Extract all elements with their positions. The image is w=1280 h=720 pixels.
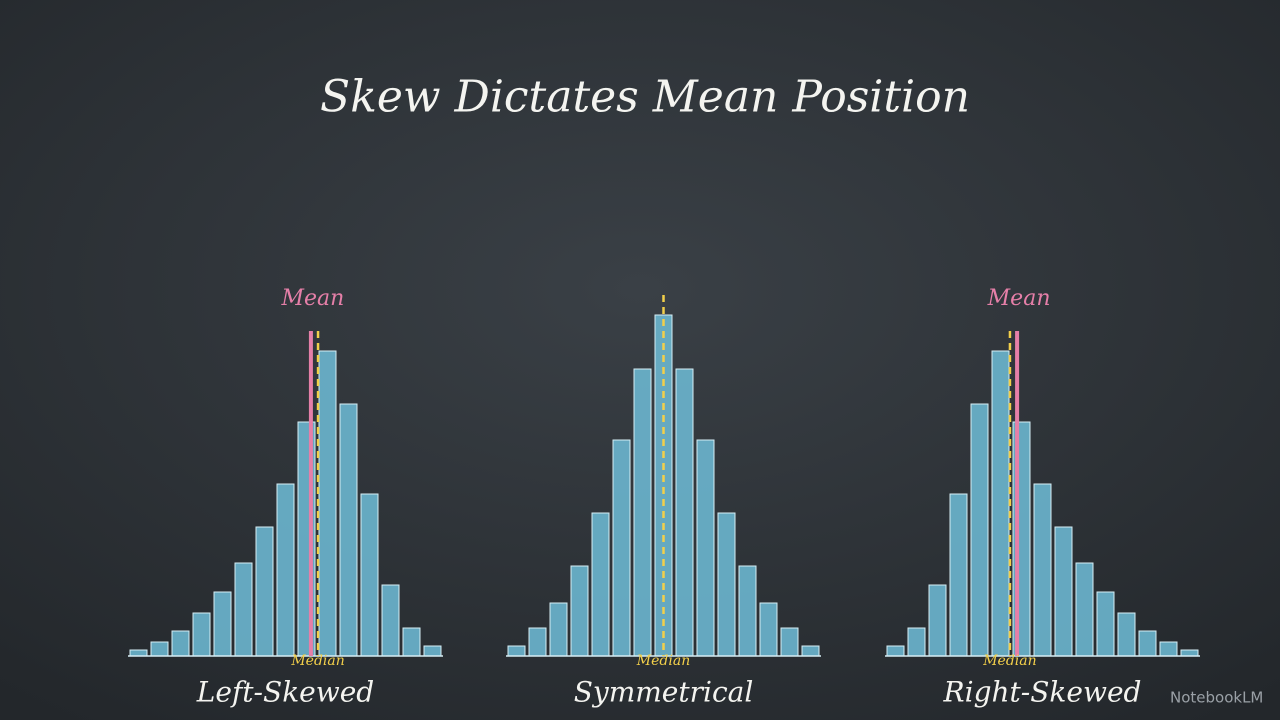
- bar: [171, 630, 190, 657]
- bar: [991, 350, 1010, 657]
- bar: [528, 627, 547, 657]
- bar: [696, 439, 715, 657]
- bar: [381, 584, 400, 657]
- bar: [907, 627, 926, 657]
- bar: [1054, 526, 1073, 657]
- median-label: Median: [290, 653, 344, 669]
- bar: [633, 368, 652, 657]
- bar: [654, 314, 673, 657]
- bar: [1117, 612, 1136, 657]
- mean-label: Mean: [987, 286, 1051, 311]
- chart-label: Left-Skewed: [196, 676, 374, 709]
- bar: [276, 483, 295, 657]
- bar: [549, 602, 568, 657]
- bar: [423, 645, 442, 657]
- bar: [1033, 483, 1052, 657]
- bar: [949, 493, 968, 657]
- bar: [1138, 630, 1157, 657]
- median-label: Median: [982, 653, 1036, 669]
- bar: [928, 584, 947, 657]
- bar: [759, 602, 778, 657]
- bar: [570, 565, 589, 657]
- bar: [675, 368, 694, 657]
- bar: [970, 403, 989, 657]
- bar: [738, 565, 757, 657]
- watermark: NotebookLM: [1170, 689, 1263, 707]
- bar: [1096, 591, 1115, 657]
- bar: [255, 526, 274, 657]
- bar: [192, 612, 211, 657]
- bar: [780, 627, 799, 657]
- bar: [318, 350, 337, 657]
- bar: [1180, 649, 1199, 657]
- bar: [150, 641, 169, 657]
- chart-label: Symmetrical: [574, 676, 754, 709]
- bar: [886, 645, 905, 657]
- bar: [213, 591, 232, 657]
- bar: [339, 403, 358, 657]
- slide-title: Skew Dictates Mean Position: [320, 72, 970, 123]
- bar: [1075, 562, 1094, 657]
- mean-label: Mean: [280, 286, 344, 311]
- bar: [801, 645, 820, 657]
- bar: [129, 649, 148, 657]
- bar: [360, 493, 379, 657]
- bar: [1159, 641, 1178, 657]
- bar: [234, 562, 253, 657]
- median-label: Median: [636, 653, 690, 669]
- bar: [402, 627, 421, 657]
- bar: [591, 512, 610, 657]
- bar: [717, 512, 736, 657]
- chart-label: Right-Skewed: [943, 676, 1142, 709]
- bar: [507, 645, 526, 657]
- bar: [612, 439, 631, 657]
